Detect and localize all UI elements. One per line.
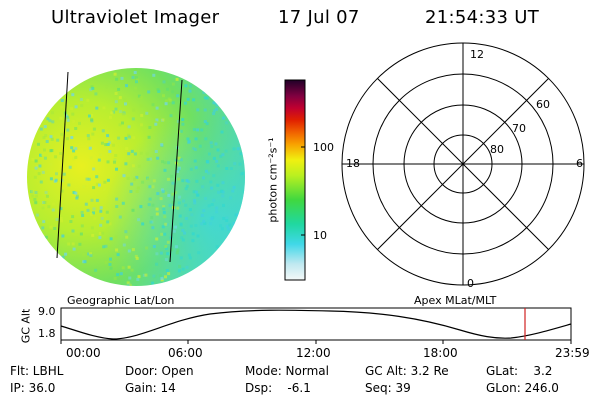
longitude-line-right [169,79,183,263]
lat-label-80: 80 [490,143,504,156]
timeline-xtick-1200: 12:00 [296,346,331,360]
door-label: Door: Open [125,364,194,378]
mlt-label-18: 18 [346,157,360,170]
date-label: 17 Jul 07 [278,7,360,28]
timeline-xtick-2359: 23:59 [555,346,590,360]
mlt-label-6: 6 [576,157,583,170]
seq-label: Seq: 39 [365,381,411,395]
dsp-label: Dsp: -6.1 [245,381,311,395]
gain-label: Gain: 14 [125,381,176,395]
gc-alt-label: GC Alt: 3.2 Re [365,364,449,378]
filter-label: Flt: LBHL [10,364,64,378]
timeline-xtick-0600: 06:00 [168,346,203,360]
timeline-xtick-0000: 00:00 [66,346,101,360]
glat-label: GLat: 3.2 [486,364,553,378]
mode-label: Mode: Normal [245,364,329,378]
mlt-label-12: 12 [470,48,484,61]
colorbar [284,79,306,281]
timeline-ytick-high: 9.0 [38,305,56,318]
colorbar-tick-100: 100 [313,141,334,154]
timeline-left-title: Geographic Lat/Lon [67,294,175,307]
mlt-label-0: 0 [467,277,474,290]
ip-label: IP: 36.0 [10,381,56,395]
longitude-line-left [56,71,69,259]
time-label: 21:54:33 UT [425,7,540,28]
timeline-right-title: Apex MLat/MLT [414,294,497,307]
lat-label-70: 70 [512,122,526,135]
instrument-title: Ultraviolet Imager [51,7,220,28]
colorbar-tick-10: 10 [313,229,327,242]
glon-label: GLon: 246.0 [486,381,559,395]
lat-label-60: 60 [536,98,550,111]
timeline-xtick-1800: 18:00 [423,346,458,360]
disk-speckle [30,71,245,286]
timeline-ytick-low: 1.8 [38,327,56,340]
